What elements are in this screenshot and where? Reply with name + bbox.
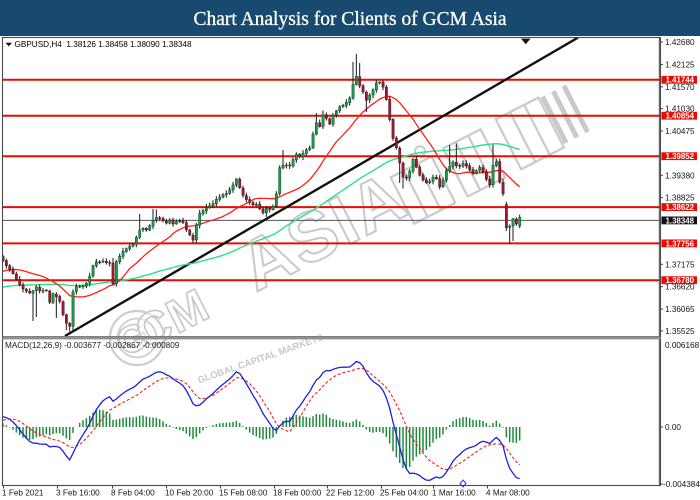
svg-text:Chart Analysis for Clients of: Chart Analysis for Clients of GCM Asia <box>193 9 506 30</box>
svg-text:0.00: 0.00 <box>665 423 681 432</box>
svg-text:8 Feb 04:00: 8 Feb 04:00 <box>111 489 155 498</box>
svg-text:1.40854: 1.40854 <box>666 112 695 121</box>
svg-text:10 Feb 20:00: 10 Feb 20:00 <box>165 489 214 498</box>
svg-text:1.38622: 1.38622 <box>666 203 695 212</box>
svg-text:1.39852: 1.39852 <box>666 152 695 161</box>
svg-text:1.36065: 1.36065 <box>665 305 695 314</box>
svg-text:1.38825: 1.38825 <box>665 194 695 203</box>
svg-text:4 Mar 08:00: 4 Mar 08:00 <box>486 489 530 498</box>
svg-text:1.41030: 1.41030 <box>665 105 695 114</box>
svg-text:-0.004384: -0.004384 <box>663 480 700 489</box>
svg-text:3 Feb 16:00: 3 Feb 16:00 <box>56 489 100 498</box>
svg-text:15 Feb 08:00: 15 Feb 08:00 <box>219 489 268 498</box>
svg-text:1.36780: 1.36780 <box>666 276 695 285</box>
svg-text:25 Feb 04:00: 25 Feb 04:00 <box>380 489 429 498</box>
svg-text:1.36620: 1.36620 <box>665 283 695 292</box>
svg-text:22 Feb 12:00: 22 Feb 12:00 <box>326 489 375 498</box>
svg-text:1.38348: 1.38348 <box>666 216 695 225</box>
svg-text:1 Mar 16:00: 1 Mar 16:00 <box>432 489 476 498</box>
svg-text:1 Feb 2021: 1 Feb 2021 <box>2 489 44 498</box>
svg-text:0.006168: 0.006168 <box>665 341 700 350</box>
svg-text:GBPUSD,H4 1.38126 1.38458 1.3: GBPUSD,H4 1.38126 1.38458 1.38090 1.3834… <box>15 40 193 49</box>
svg-text:MACD(12,26,9) -0.003677 -0.002: MACD(12,26,9) -0.003677 -0.002867 -0.000… <box>5 341 180 350</box>
svg-text:1.41744: 1.41744 <box>666 76 695 85</box>
svg-text:1.40475: 1.40475 <box>665 127 695 136</box>
svg-text:1.42125: 1.42125 <box>665 60 695 69</box>
svg-text:1.37175: 1.37175 <box>665 260 695 269</box>
svg-text:1.41570: 1.41570 <box>665 83 695 92</box>
svg-text:1.35525: 1.35525 <box>665 327 695 336</box>
svg-text:18 Feb 00:00: 18 Feb 00:00 <box>273 489 322 498</box>
svg-text:1.37756: 1.37756 <box>666 239 695 248</box>
svg-text:1.42680: 1.42680 <box>665 38 695 47</box>
svg-text:1.39380: 1.39380 <box>665 171 695 180</box>
